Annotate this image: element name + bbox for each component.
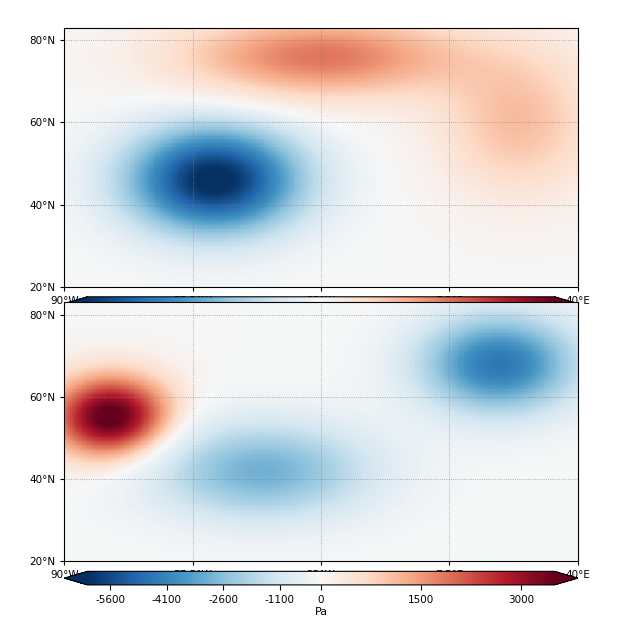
X-axis label: Pa: Pa <box>315 607 327 617</box>
PathPatch shape <box>555 297 578 310</box>
PathPatch shape <box>64 571 87 585</box>
X-axis label: Pa: Pa <box>315 333 327 343</box>
PathPatch shape <box>64 297 87 310</box>
PathPatch shape <box>555 571 578 585</box>
